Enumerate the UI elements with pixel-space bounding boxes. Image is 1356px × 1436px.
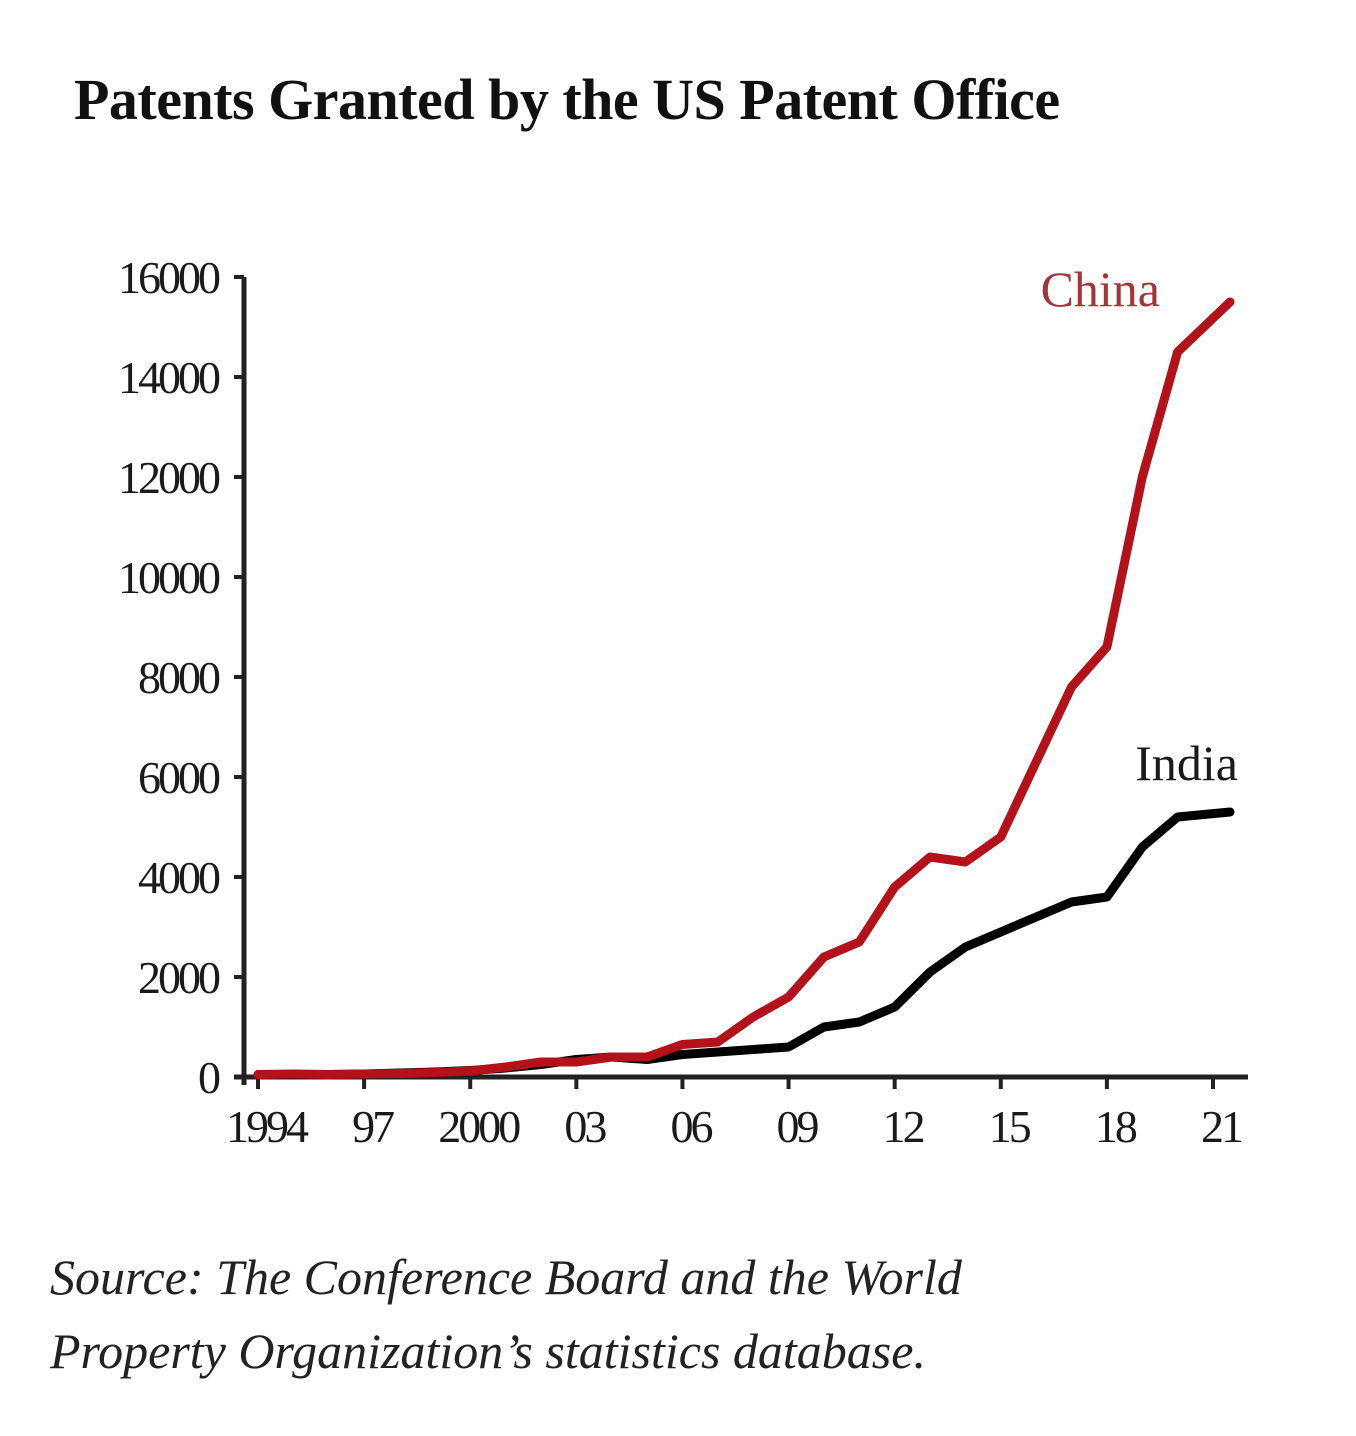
x-axis: 1994 97 2000 03 06 09 12 15 18 21	[226, 1074, 1248, 1152]
y-tick-label: 8000	[138, 652, 220, 703]
x-tick-label: 1994	[226, 1101, 309, 1152]
x-tick-label: 12	[883, 1101, 924, 1152]
x-tick-label: 09	[777, 1101, 819, 1152]
source-line-1: Source: The Conference Board and the Wor…	[50, 1249, 962, 1305]
x-tick-label: 18	[1095, 1101, 1137, 1152]
chart-title: Patents Granted by the US Patent Office	[74, 67, 1060, 132]
series-layer	[253, 297, 1235, 1079]
x-tick-label: 21	[1201, 1101, 1242, 1152]
series-labels: China India	[1041, 261, 1238, 791]
x-tick-label: 03	[564, 1101, 606, 1152]
x-tick-label: 97	[352, 1101, 394, 1152]
y-tick-label: 12000	[118, 452, 220, 503]
y-tick-label: 2000	[138, 952, 220, 1003]
series-line-india	[253, 807, 1235, 1079]
x-tick-label: 15	[989, 1101, 1031, 1152]
y-tick-label: 14000	[118, 352, 220, 403]
source-note: Source: The Conference Board and the Wor…	[50, 1240, 1300, 1388]
y-tick-label: 10000	[118, 552, 220, 603]
y-tick-label: 4000	[138, 852, 220, 903]
x-tick-label: 06	[670, 1101, 712, 1152]
series-label-china: China	[1041, 261, 1160, 317]
series-label-india: India	[1135, 735, 1238, 791]
y-tick-label: 16000	[118, 252, 220, 303]
y-tick-label: 0	[198, 1052, 220, 1103]
series-line-china	[253, 297, 1235, 1079]
x-tick-label: 2000	[438, 1101, 520, 1152]
y-tick-label: 6000	[138, 752, 220, 803]
source-line-2: Property Organization’s statistics datab…	[50, 1323, 926, 1379]
y-axis: 0 2000 4000 6000 8000 10000 12000 14000 16000	[118, 252, 247, 1103]
